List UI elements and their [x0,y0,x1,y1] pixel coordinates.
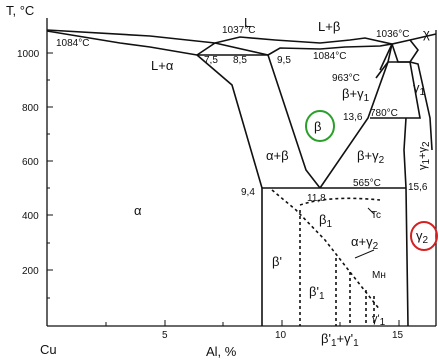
temp-565: 565°C [353,178,381,189]
phase-alpha-gamma2: α+γ2 [351,234,379,252]
x-element-label: Cu [40,342,57,357]
temp-cu-melt: 1084°C [56,38,89,49]
svg-text:γ1+γ2: γ1+γ2 [417,141,432,170]
phase-L-alpha: L+α [151,58,174,73]
y-tick-1000: 1000 [17,49,40,60]
phase-gamma1-gamma2: γ1+γ2 [417,141,432,170]
phase-beta1: β1 [319,212,332,230]
temp-963: 963°C [332,73,360,84]
phase-chi: χ [423,26,430,41]
y-tick-600: 600 [22,157,39,168]
temp-780: 780°C [370,108,398,119]
comp-11-8: 11,8 [307,193,326,204]
label-tc: Tc [371,210,381,221]
y-tick-400: 400 [22,211,39,222]
y-tick-200: 200 [22,266,39,277]
gamma2-highlight-circle [410,221,438,251]
comp-13-6: 13,6 [343,112,363,123]
phase-alpha-beta: α+β [266,148,289,163]
x-tick-15: 15 [392,330,404,341]
phase-gamma1: γ1 [413,80,426,98]
x-tick-5: 5 [162,330,168,341]
phase-beta1-prime: β'1 [309,284,325,302]
x-axis-title: Al, % [206,344,237,359]
temp-1084: 1084°C [313,51,346,62]
temp-1037: 1037°C [222,25,255,36]
phase-L: L [244,15,251,30]
temp-1036: 1036°C [376,29,409,40]
comp-15-6: 15,6 [408,182,428,193]
phase-beta-prime: β' [272,254,282,269]
axes-frame [46,18,437,327]
phase-gamma1-prime: γ'1 [372,313,386,328]
comp-9-5: 9,5 [277,55,291,66]
phase-beta: β [314,119,321,134]
phase-beta1-prime-gamma1-prime: β'1+γ'1 [321,331,359,349]
beta-highlight-circle [305,110,335,142]
comp-9-4: 9,4 [241,187,255,198]
phase-gamma2: γ2 [416,228,429,246]
phase-beta-gamma1: β+γ1 [342,86,370,104]
mn-leader [354,207,375,259]
phase-L-beta: L+β [318,19,340,34]
x-tick-10: 10 [275,330,287,341]
phase-boundaries [46,29,437,327]
label-mn: Mн [372,270,386,281]
y-axis-title: T, °C [6,3,34,18]
y-tick-marks [47,52,53,299]
comp-7-5: 7,5 [204,55,218,66]
phase-beta-gamma2: β+γ2 [357,148,385,166]
comp-8-5: 8,5 [233,55,247,66]
x-tick-marks [105,320,400,326]
y-tick-800: 800 [22,103,39,114]
metastable-lines [271,189,381,326]
phase-alpha: α [134,203,142,218]
